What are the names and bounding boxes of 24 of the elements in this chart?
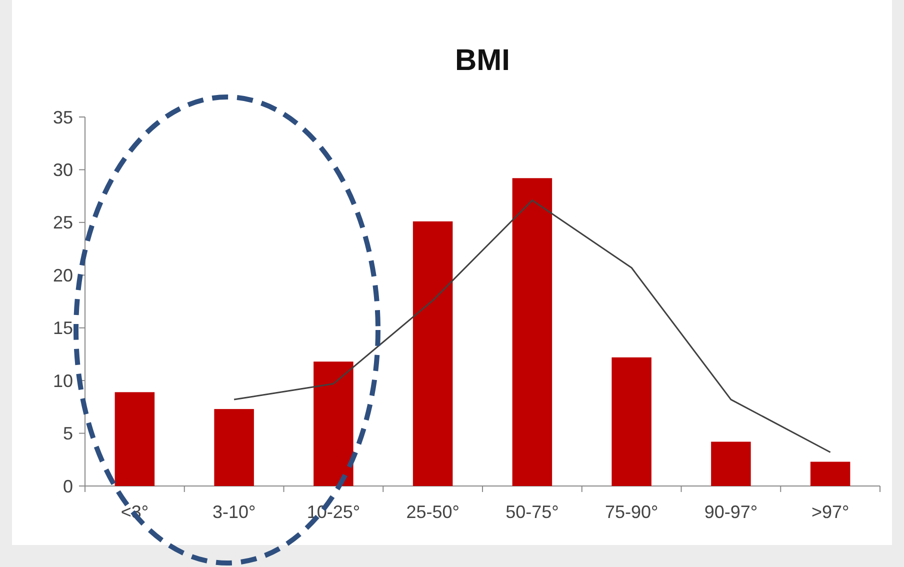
y-tick-label: 30 <box>52 160 73 180</box>
bar <box>114 392 155 486</box>
y-tick-label: 20 <box>52 265 73 286</box>
y-tick-label: 10 <box>52 370 73 391</box>
bar <box>214 409 254 486</box>
x-tick-label: 90-97° <box>704 502 758 522</box>
x-tick-label: 3-10° <box>212 502 256 522</box>
y-tick-label: 15 <box>52 318 73 338</box>
x-tick-label: 75-90° <box>604 502 658 522</box>
chart-title: BMI <box>455 44 510 77</box>
x-tick-label: 50-75° <box>506 502 559 522</box>
y-tick-label: 35 <box>52 107 73 128</box>
bar <box>810 462 850 486</box>
bar <box>612 357 652 486</box>
bar <box>314 362 354 486</box>
y-tick-label: 25 <box>52 212 73 233</box>
bar <box>711 442 751 486</box>
y-tick-label: 0 <box>62 476 73 496</box>
line-series <box>233 200 832 454</box>
bar <box>512 178 552 486</box>
bar <box>412 221 453 486</box>
x-tick-label: 25-50° <box>406 502 460 522</box>
x-tick-label: >97° <box>811 502 850 522</box>
y-tick-label: 5 <box>62 424 73 444</box>
